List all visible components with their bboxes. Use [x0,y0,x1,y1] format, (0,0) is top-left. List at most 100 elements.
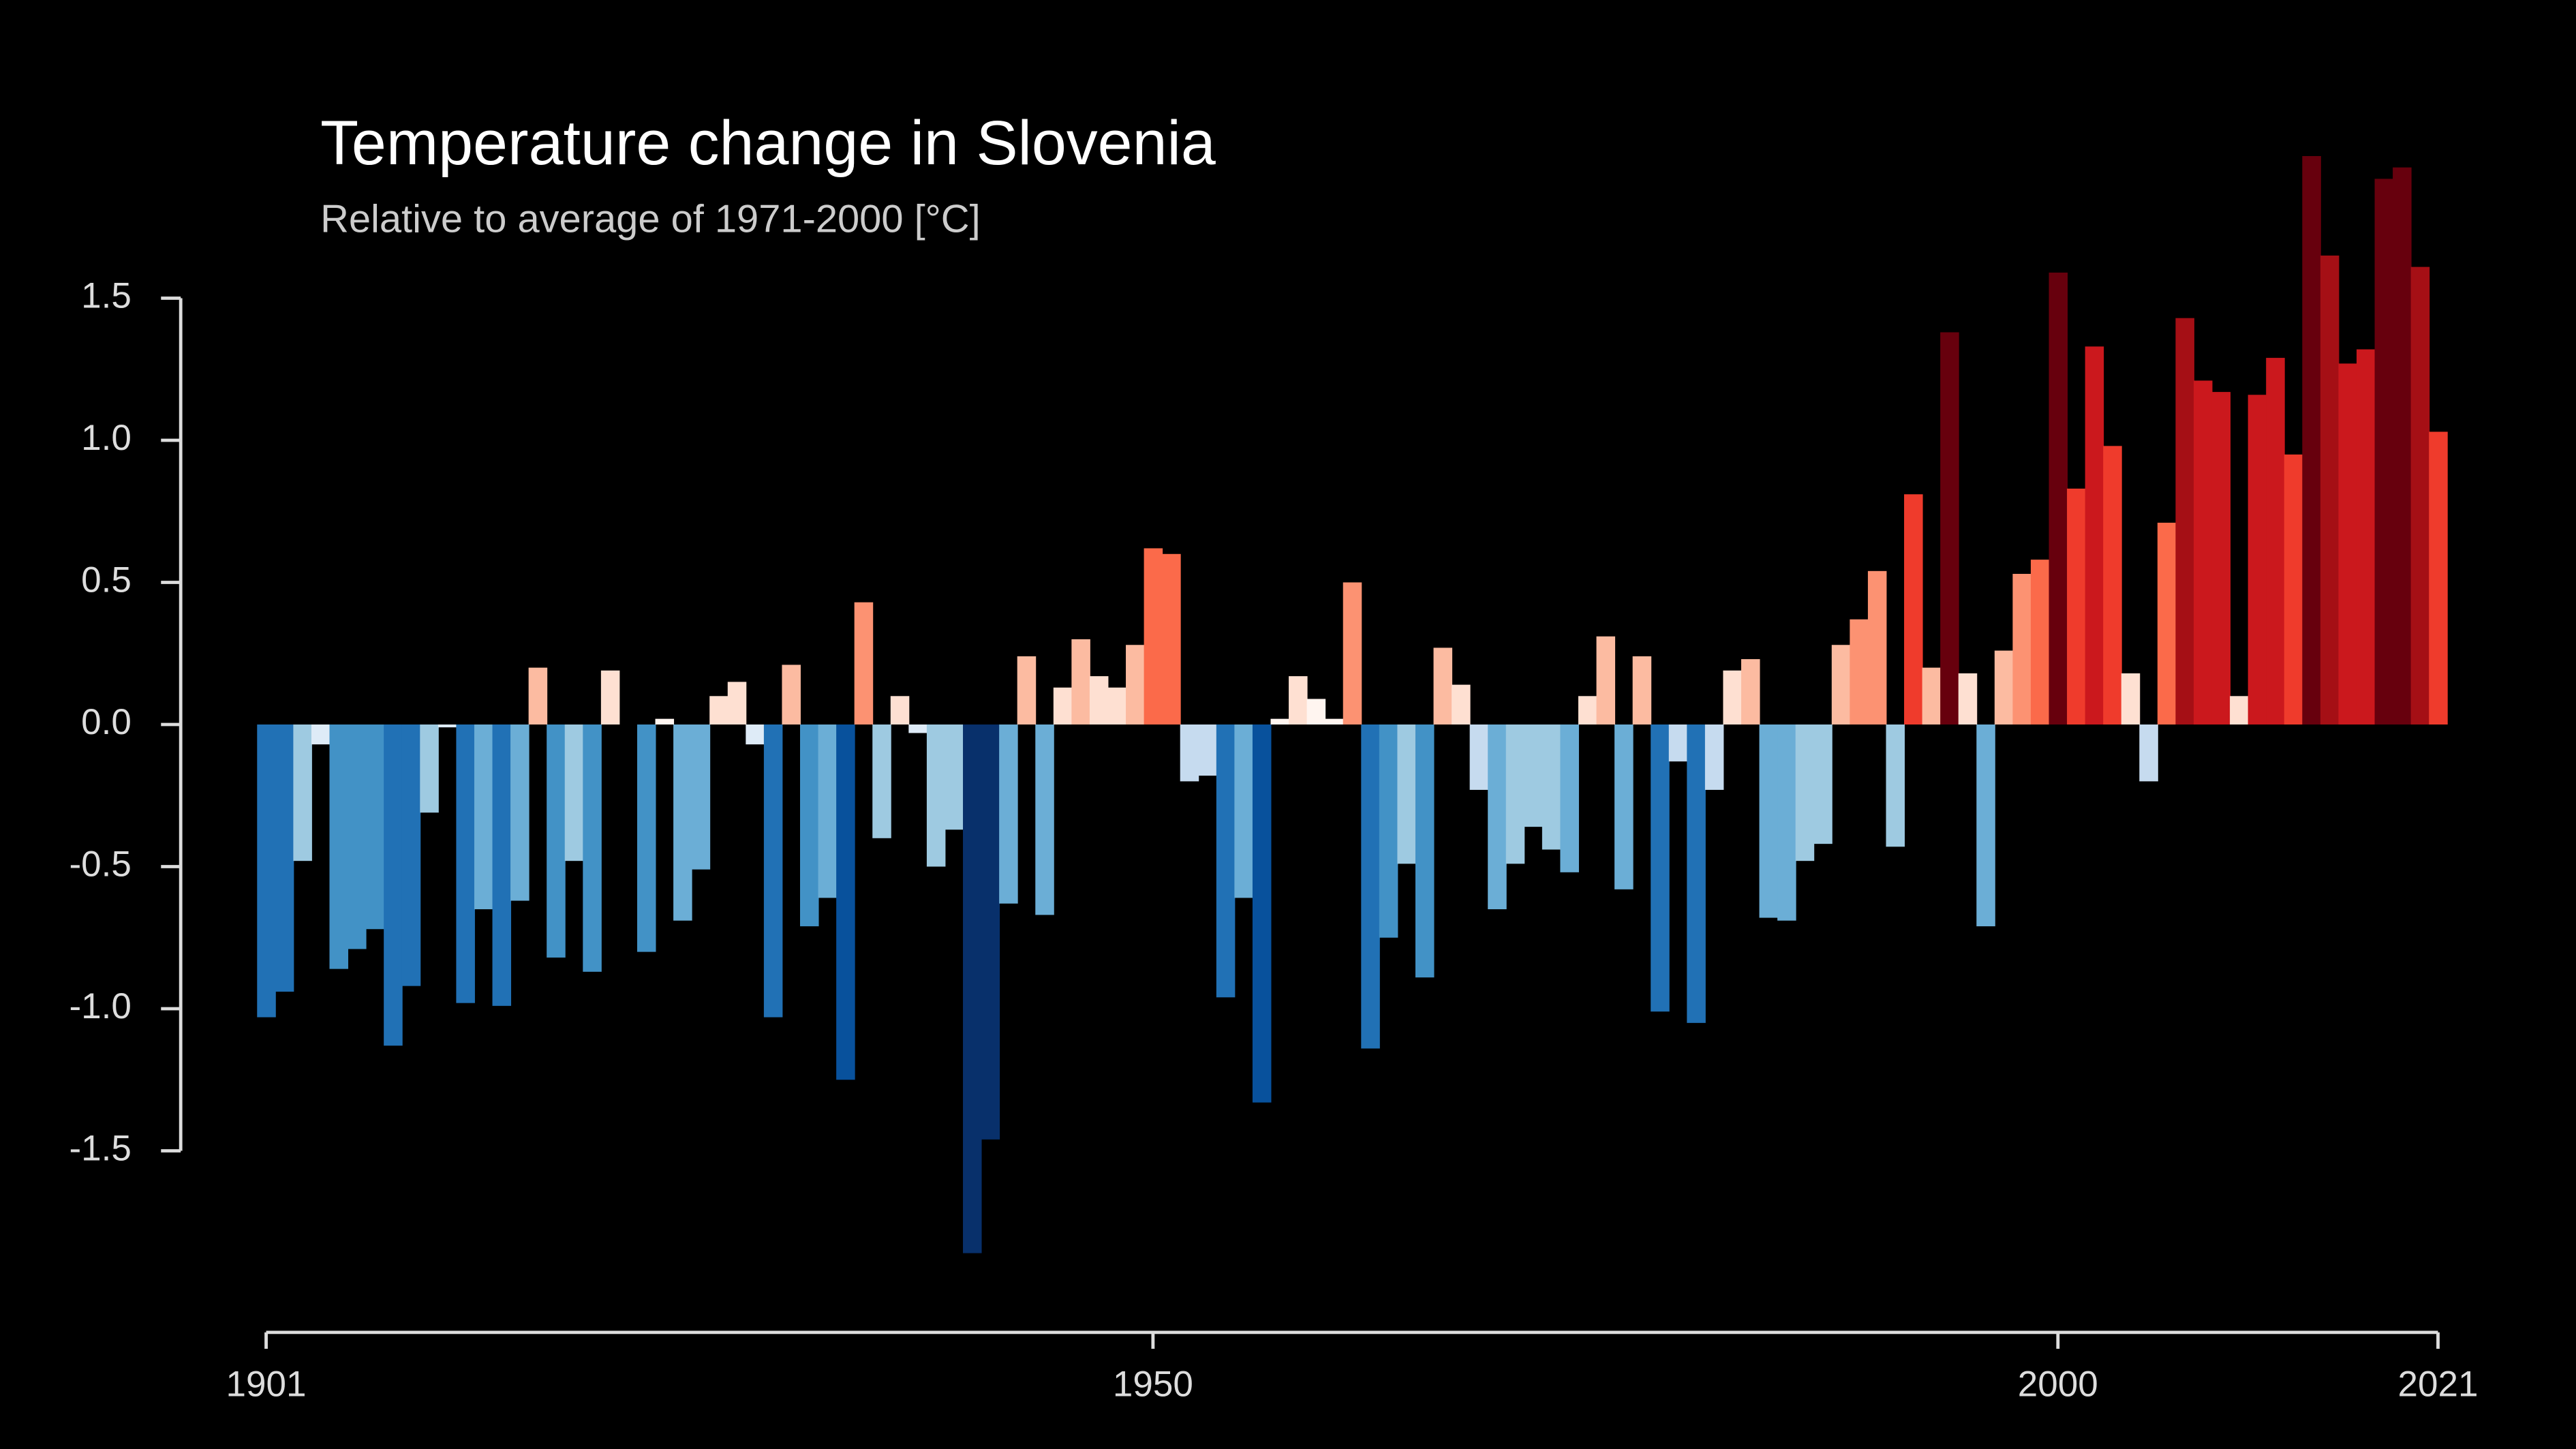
bar [1976,724,1995,927]
bar [438,724,457,728]
bar [1325,718,1344,724]
bar [1234,724,1253,898]
bar [1198,724,1217,776]
bar [1017,656,1037,724]
bar [1433,647,1453,724]
bar [1071,639,1090,724]
bar [963,724,982,1253]
bar [1270,718,1290,724]
bar [1542,724,1561,850]
bar [1651,724,1670,1012]
bar [2429,431,2448,724]
bar [1904,494,1923,724]
bar [564,724,584,861]
bar [1107,687,1127,724]
bar [1089,676,1109,724]
bar [1759,724,1779,918]
bar [510,724,530,901]
bar [1922,667,1942,724]
bar [2356,349,2376,724]
bar [384,724,403,1046]
bar [401,724,421,986]
bar [2157,522,2177,724]
bar [2049,272,2068,724]
bar [1813,724,1833,844]
bar [2085,346,2104,724]
bar [2193,380,2213,724]
bar [890,696,910,724]
bar [799,724,819,927]
bar [1723,670,1742,724]
bar [1397,724,1416,864]
bar [1958,673,1978,724]
bar [872,724,891,838]
bar [1850,619,1869,724]
bar [329,724,349,969]
bar [257,724,276,1018]
bar [1560,724,1579,872]
bar [1252,724,1272,1103]
bar [673,724,692,921]
bar [1053,687,1073,724]
bar [908,724,927,733]
bar [818,724,838,898]
bar [1831,645,1851,724]
bar [1361,724,1380,1049]
y-tick-label: 0.5 [81,560,132,600]
bar [2338,363,2357,724]
bar [1596,636,1616,724]
chart-title: Temperature change in Slovenia [320,108,1216,178]
bar [420,724,439,813]
bar [1144,548,1163,724]
bar [1994,650,2014,724]
y-tick-label: -1.5 [69,1129,131,1169]
y-tick-label: 1.0 [81,418,132,458]
bar [1795,724,1815,861]
bar [1668,724,1688,762]
bar [2248,395,2267,724]
bar [2374,179,2394,724]
bar [1379,724,1398,938]
bar [1940,332,1959,725]
bar [1867,570,1887,724]
bar [2211,392,2231,724]
bar [348,724,367,949]
bar [456,724,475,1003]
bar [709,696,729,724]
bar [1343,582,1362,724]
x-tick-label: 1901 [226,1364,307,1404]
y-tick-label: 1.5 [81,276,132,316]
bar [1306,699,1326,724]
bar [1632,656,1652,724]
bar [2175,318,2194,725]
bar [1505,724,1525,864]
x-tick-label: 1950 [1113,1364,1193,1404]
bar [583,724,602,972]
bar [1578,696,1597,724]
bar [1180,724,1199,782]
bar [1216,724,1236,998]
bar [637,724,656,952]
bar [1035,724,1054,915]
bar [1415,724,1435,978]
bar [2121,673,2141,724]
bar [782,665,801,724]
bar [365,724,385,930]
bar [999,724,1018,904]
bar [926,724,946,867]
bar [655,718,675,724]
bar [293,724,312,861]
bar [854,602,874,724]
bar [763,724,783,1018]
bar [1687,724,1706,1023]
bar [2320,255,2340,725]
bar [691,724,711,870]
bar [600,670,620,724]
bar [1289,676,1308,724]
bar [2410,266,2430,725]
y-tick-label: 0.0 [81,702,132,742]
bar [2284,454,2303,724]
bar [474,724,493,910]
